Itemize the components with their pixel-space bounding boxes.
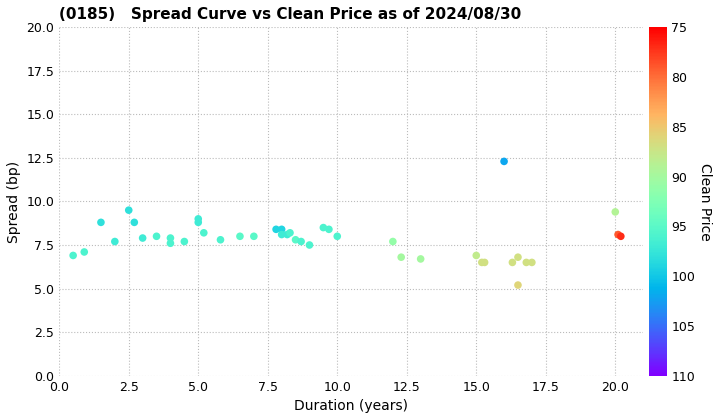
Point [248,233,260,240]
Point [521,259,532,266]
Point [295,238,307,245]
Point [289,236,301,243]
Point [323,226,335,233]
Point [507,259,518,266]
Point [318,224,329,231]
Y-axis label: Clean Price: Clean Price [698,163,712,240]
Point [387,238,399,245]
Point [476,259,487,266]
Point [470,252,482,259]
Point [78,249,90,255]
Point [479,259,490,266]
Point [123,207,135,213]
Point [610,209,621,215]
Point [165,240,176,247]
X-axis label: Duration (years): Duration (years) [294,399,408,413]
Point [615,233,626,240]
Point [137,235,148,242]
Point [512,282,523,289]
Point [284,229,296,236]
Text: (0185)   Spread Curve vs Clean Price as of 2024/08/30: (0185) Spread Curve vs Clean Price as of… [59,7,521,22]
Point [165,235,176,242]
Point [512,254,523,260]
Point [304,241,315,248]
Y-axis label: Spread (bp): Spread (bp) [7,160,21,242]
Point [282,231,293,238]
Point [276,226,287,233]
Point [215,236,226,243]
Point [179,238,190,245]
Point [331,233,343,240]
Point [415,256,426,262]
Point [198,229,210,236]
Point [192,219,204,226]
Point [68,252,79,259]
Point [129,219,140,226]
Point [498,158,510,165]
Point [109,238,120,245]
Point [270,226,282,233]
Point [612,231,624,238]
Point [276,231,287,238]
Point [234,233,246,240]
Point [150,233,162,240]
Point [95,219,107,226]
Point [526,259,538,266]
Point [192,215,204,222]
Point [395,254,407,260]
